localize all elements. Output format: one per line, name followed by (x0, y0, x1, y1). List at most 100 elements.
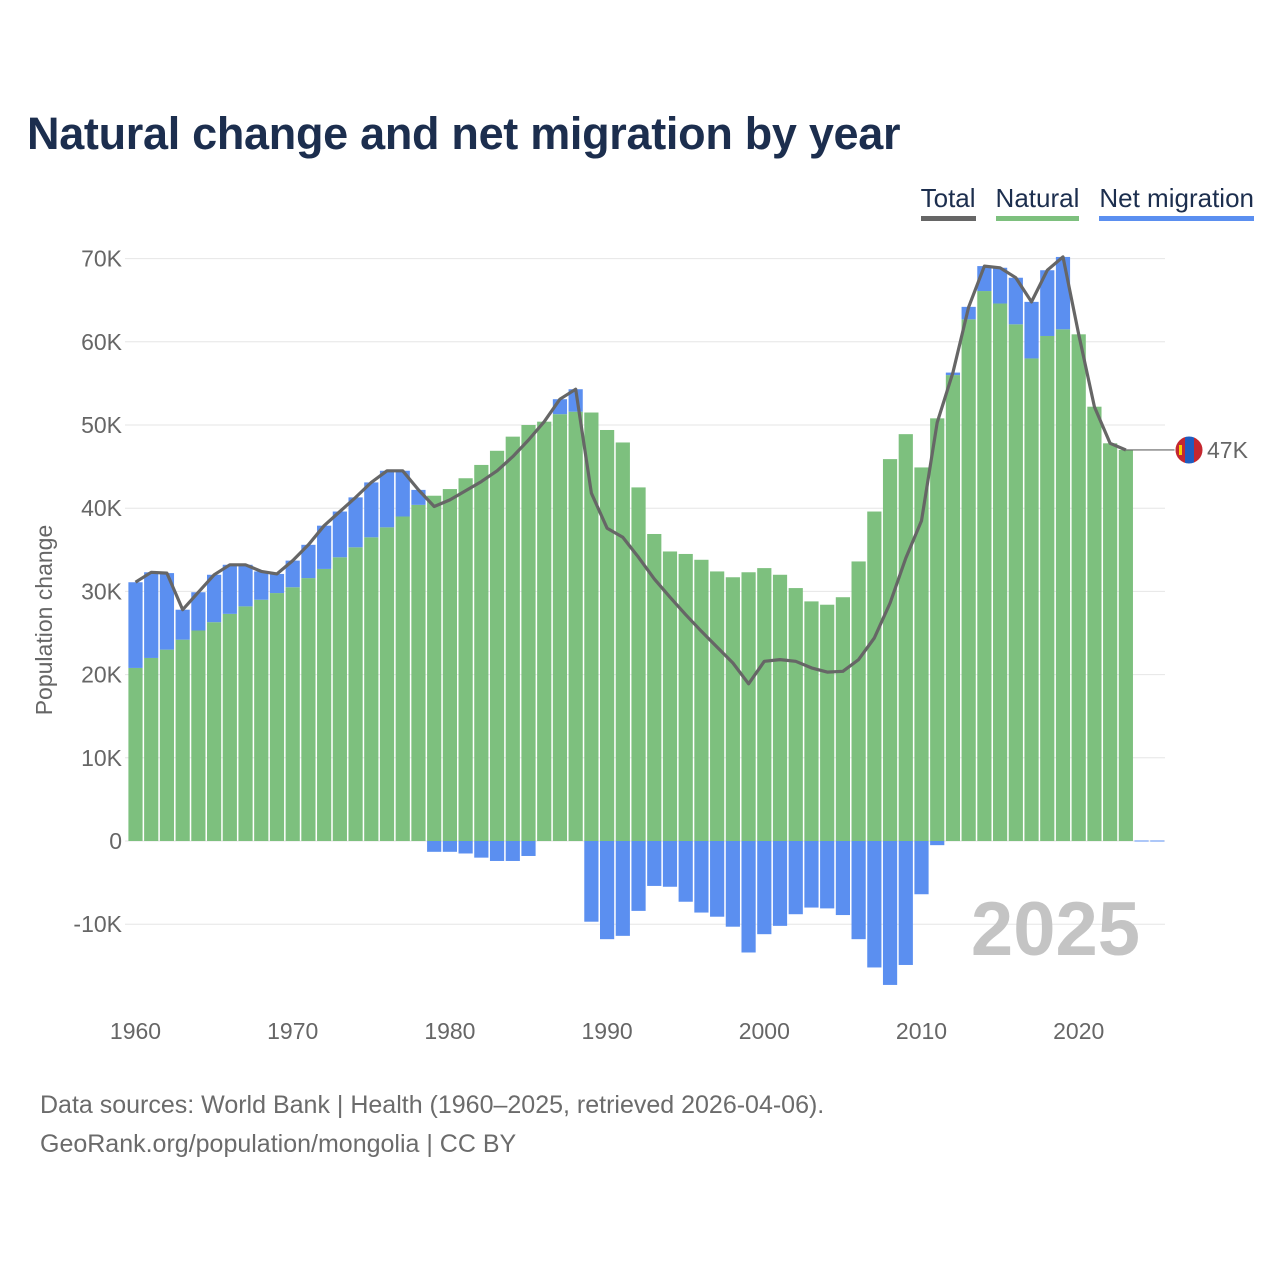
bars (128, 256, 1165, 985)
bar-net-migration (851, 841, 866, 940)
bar-natural (851, 561, 866, 841)
bar-net-migration (442, 841, 457, 852)
y-tick-label: 50K (81, 412, 123, 438)
bar-natural (238, 606, 253, 841)
series-total-line (134, 255, 1127, 686)
x-axis: 1960 1970 1980 1990 2000 2010 2020 (110, 1018, 1104, 1044)
bar-net-migration (285, 560, 300, 588)
bar-natural (725, 577, 740, 841)
bar-net-migration (427, 841, 442, 852)
bar-net-migration (1150, 840, 1165, 842)
bar-net-migration (930, 841, 945, 846)
bar-natural (505, 436, 520, 841)
y-tick-label: 30K (81, 578, 123, 604)
bar-natural (662, 551, 678, 841)
bar-natural (175, 639, 190, 841)
bar-natural (961, 319, 976, 841)
bar-net-migration (144, 572, 159, 658)
legend-net-migration[interactable]: Net migration (1099, 183, 1254, 221)
bar-natural (332, 557, 347, 841)
bar-natural (144, 657, 159, 841)
bar-natural (568, 411, 583, 841)
bar-natural (1040, 335, 1055, 841)
x-tick-label: 1960 (110, 1018, 161, 1044)
bar-net-migration (207, 574, 222, 623)
bar-natural (757, 568, 772, 841)
bar-net-migration (647, 841, 662, 886)
bar-net-migration (741, 841, 756, 953)
x-tick-label: 2000 (739, 1018, 790, 1044)
bar-natural (348, 547, 363, 841)
bar-net-migration (1055, 256, 1071, 330)
bar-net-migration (332, 511, 347, 558)
y-tick-label: 10K (81, 745, 123, 771)
footer-credit[interactable]: GeoRank.org/population/mongolia | CC BY (40, 1130, 517, 1158)
bar-net-migration (1134, 840, 1149, 842)
bar-natural (741, 572, 756, 841)
bar-net-migration (631, 841, 646, 911)
bar-natural (379, 527, 395, 841)
bar-net-migration (222, 564, 237, 614)
bar-net-migration (348, 497, 363, 548)
bar-net-migration (269, 573, 285, 594)
bar-natural (191, 630, 206, 841)
bar-natural (364, 537, 379, 841)
bar-net-migration (521, 841, 536, 856)
y-tick-label: 0 (109, 828, 122, 854)
bar-natural (395, 516, 410, 841)
bar-net-migration (804, 841, 819, 908)
bar-natural (521, 425, 536, 841)
bar-natural (631, 487, 646, 841)
bar-natural (1008, 324, 1023, 841)
bar-net-migration (1040, 270, 1055, 336)
year-watermark: 2025 (970, 887, 1140, 972)
bar-natural (1024, 358, 1039, 841)
bar-natural (647, 533, 662, 841)
legend: Total Natural Net migration (920, 183, 1254, 221)
bar-natural (835, 597, 850, 841)
bar-net-migration (505, 841, 520, 861)
y-tick-label: 60K (81, 329, 123, 355)
bar-natural (222, 613, 237, 841)
bar-net-migration (1008, 277, 1023, 325)
bar-net-migration (254, 571, 269, 600)
bar-natural (772, 574, 788, 841)
y-tick-label: 40K (81, 495, 123, 521)
bar-natural (442, 489, 457, 841)
bar-natural (867, 511, 882, 841)
bar-natural (1087, 406, 1102, 841)
bar-natural (945, 375, 961, 841)
bar-natural (820, 604, 835, 841)
bar-net-migration (159, 573, 175, 650)
bar-net-migration (317, 525, 332, 569)
bar-natural (584, 412, 599, 841)
legend-total[interactable]: Total (920, 183, 976, 221)
bar-natural (1055, 329, 1071, 841)
bar-net-migration (882, 841, 898, 985)
y-axis: -10K 0 10K 20K 30K 40K 50K 60K 70K (73, 246, 122, 938)
bar-natural (804, 601, 819, 841)
bar-net-migration (238, 564, 253, 607)
bar-net-migration (694, 841, 709, 913)
bar-net-migration (788, 841, 803, 915)
bar-net-migration (301, 544, 316, 579)
bar-net-migration (128, 582, 143, 668)
bar-net-migration (395, 470, 410, 517)
y-tick-label: 20K (81, 662, 123, 688)
bar-net-migration (584, 841, 599, 922)
bar-net-migration (772, 841, 788, 926)
bar-natural (993, 303, 1008, 841)
bar-natural (458, 478, 473, 841)
bar-net-migration (175, 609, 190, 640)
x-tick-label: 2020 (1053, 1018, 1104, 1044)
bar-net-migration (867, 841, 882, 968)
x-tick-label: 1980 (424, 1018, 475, 1044)
bar-net-migration (725, 841, 740, 927)
end-value-label: 47K (1207, 437, 1249, 463)
bar-net-migration (474, 841, 489, 858)
bar-natural (128, 667, 143, 841)
bar-natural (1118, 449, 1133, 841)
legend-natural[interactable]: Natural (995, 183, 1080, 221)
bar-net-migration (1024, 301, 1039, 359)
bar-natural (269, 593, 285, 841)
